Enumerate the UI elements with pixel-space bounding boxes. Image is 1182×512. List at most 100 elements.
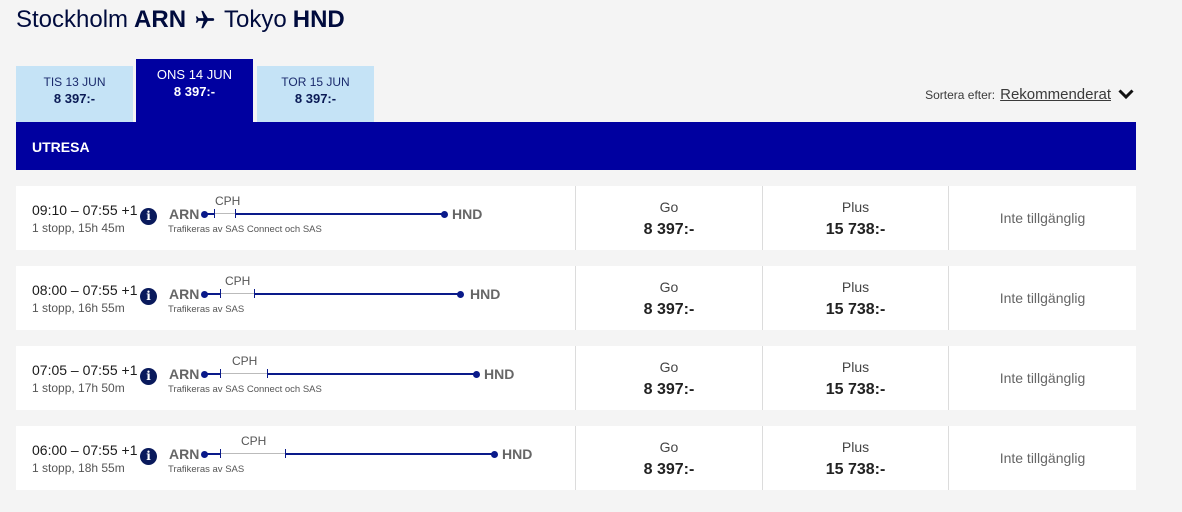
origin-airport: ARN <box>169 446 200 462</box>
dest-airport: HND <box>470 286 501 302</box>
layover-line <box>221 373 267 374</box>
operator-text: Trafikeras av SAS Connect och SAS <box>168 384 322 395</box>
fare-price: 15 738:- <box>825 381 886 398</box>
flight-stops: 1 stopp, 18h 55m <box>32 461 125 475</box>
flight-details: 06:00 – 07:55 +1 1 stopp, 18h 55m i ARN … <box>16 426 576 490</box>
dest-city: Tokyo <box>224 6 287 33</box>
flight-row[interactable]: 08:00 – 07:55 +1 1 stopp, 16h 55m i ARN … <box>16 266 1136 330</box>
fare-class-label: Plus <box>841 439 870 455</box>
fare-class-label: Plus <box>841 199 870 215</box>
fare-go[interactable]: Go 8 397:- <box>575 426 762 490</box>
fare-class-label: Plus <box>841 359 870 375</box>
stop-tick <box>254 289 255 298</box>
date-tab-day: TIS 13 JUN <box>43 75 106 89</box>
stop-tick <box>235 209 236 218</box>
operator-text: Trafikeras av SAS <box>168 464 245 475</box>
stop-tick <box>220 369 221 378</box>
date-tab-tue-13[interactable]: TIS 13 JUN 8 397:- <box>16 66 133 122</box>
date-tab-day: TOR 15 JUN <box>281 75 350 89</box>
flight-row[interactable]: 06:00 – 07:55 +1 1 stopp, 18h 55m i ARN … <box>16 426 1136 490</box>
fare-go[interactable]: Go 8 397:- <box>575 266 762 330</box>
info-icon[interactable]: i <box>140 288 157 305</box>
info-icon[interactable]: i <box>140 208 157 225</box>
sort-dropdown[interactable]: Rekommenderat <box>1000 86 1111 103</box>
fare-price: 8 397:- <box>643 381 695 398</box>
route-line <box>286 453 494 455</box>
date-tab-thu-15[interactable]: TOR 15 JUN 8 397:- <box>257 66 374 122</box>
flight-stops: 1 stopp, 16h 55m <box>32 301 125 315</box>
layover-line <box>221 453 285 454</box>
info-icon[interactable]: i <box>140 368 157 385</box>
route-title: Stockholm ARN Tokyo HND <box>16 6 345 34</box>
origin-airport: ARN <box>169 206 200 222</box>
date-tab-price: 8 397:- <box>173 84 216 99</box>
operator-text: Trafikeras av SAS Connect och SAS <box>168 224 322 235</box>
route-line <box>204 293 220 295</box>
route-line <box>268 373 476 375</box>
flight-row[interactable]: 07:05 – 07:55 +1 1 stopp, 17h 50m i ARN … <box>16 346 1136 410</box>
route-line <box>236 213 444 215</box>
chevron-down-icon[interactable] <box>1118 89 1134 100</box>
fare-unavailable: Inte tillgänglig <box>948 266 1136 330</box>
origin-code: ARN <box>134 6 187 33</box>
origin-city: Stockholm <box>16 6 129 33</box>
flight-stops: 1 stopp, 15h 45m <box>32 221 125 235</box>
fare-price: 8 397:- <box>643 461 695 478</box>
flight-times: 08:00 – 07:55 +1 <box>32 282 138 298</box>
layover-line <box>221 293 254 294</box>
stop-tick <box>220 449 221 458</box>
via-airport: CPH <box>225 274 251 288</box>
dest-dot <box>491 450 498 458</box>
flight-times: 06:00 – 07:55 +1 <box>32 442 138 458</box>
via-airport: CPH <box>215 194 241 208</box>
fare-price: 8 397:- <box>643 221 695 238</box>
flight-times: 07:05 – 07:55 +1 <box>32 362 138 378</box>
route-line <box>204 373 220 375</box>
dest-airport: HND <box>502 446 533 462</box>
fare-price: 8 397:- <box>643 301 695 318</box>
fare-plus[interactable]: Plus 15 738:- <box>762 426 948 490</box>
info-icon[interactable]: i <box>140 448 157 465</box>
fare-plus[interactable]: Plus 15 738:- <box>762 266 948 330</box>
via-airport: CPH <box>232 354 258 368</box>
dest-airport: HND <box>484 366 515 382</box>
fare-price: 15 738:- <box>825 301 886 318</box>
fare-unavailable: Inte tillgänglig <box>948 346 1136 410</box>
stop-tick <box>285 449 286 458</box>
stop-tick <box>267 369 268 378</box>
layover-line <box>215 213 235 214</box>
fare-go[interactable]: Go 8 397:- <box>575 186 762 250</box>
fare-class-label: Go <box>659 199 679 215</box>
fare-class-label: Go <box>659 439 679 455</box>
via-airport: CPH <box>241 434 267 448</box>
fare-class-label: Go <box>659 279 679 295</box>
dest-code: HND <box>292 6 345 33</box>
section-header-outbound: UTRESA <box>16 122 1136 170</box>
flight-details: 08:00 – 07:55 +1 1 stopp, 16h 55m i ARN … <box>16 266 576 330</box>
date-tab-price: 8 397:- <box>294 91 337 106</box>
dest-dot <box>457 290 464 298</box>
fare-class-label: Plus <box>841 279 870 295</box>
operator-text: Trafikeras av SAS <box>168 304 245 315</box>
route-line <box>255 293 460 295</box>
fare-class-label: Go <box>659 359 679 375</box>
fare-plus[interactable]: Plus 15 738:- <box>762 186 948 250</box>
sort-label: Sortera efter: <box>925 87 996 102</box>
date-tab-price: 8 397:- <box>53 91 96 106</box>
date-tab-day: ONS 14 JUN <box>156 67 233 82</box>
flight-times: 09:10 – 07:55 +1 <box>32 202 138 218</box>
dest-dot <box>441 210 448 218</box>
fare-go[interactable]: Go 8 397:- <box>575 346 762 410</box>
fare-unavailable: Inte tillgänglig <box>948 426 1136 490</box>
date-tab-wed-14[interactable]: ONS 14 JUN 8 397:- <box>136 59 253 123</box>
origin-airport: ARN <box>169 366 200 382</box>
fare-unavailable: Inte tillgänglig <box>948 186 1136 250</box>
flight-details: 07:05 – 07:55 +1 1 stopp, 17h 50m i ARN … <box>16 346 576 410</box>
dest-dot <box>473 370 480 378</box>
flight-row[interactable]: 09:10 – 07:55 +1 1 stopp, 15h 45m i ARN … <box>16 186 1136 250</box>
fare-price: 15 738:- <box>825 461 886 478</box>
route-line <box>204 453 220 455</box>
fare-plus[interactable]: Plus 15 738:- <box>762 346 948 410</box>
origin-airport: ARN <box>169 286 200 302</box>
fare-price: 15 738:- <box>825 221 886 238</box>
